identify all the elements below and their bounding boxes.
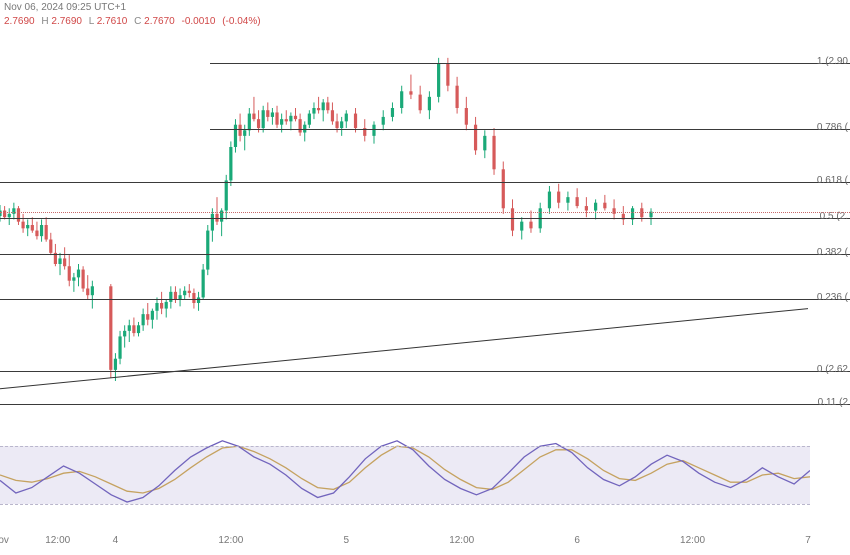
fib-label: 0.618 (: [817, 175, 848, 186]
fib-label: 0.382 (: [817, 247, 848, 258]
oscillator-upper-dash: [0, 446, 810, 447]
fib-level: 0 (2.62: [0, 371, 850, 372]
current-price-line: [0, 212, 850, 213]
x-tick: 12:00: [449, 535, 474, 546]
x-tick: 12:00: [45, 535, 70, 546]
fib-level: 0.236 (: [0, 299, 850, 300]
x-axis: Nov 12:00 4 12:00 5 12:00 6 12:00 7: [0, 535, 850, 549]
fib-label: 0.236 (: [817, 292, 848, 303]
oscillator-panel: [0, 430, 810, 520]
fib-label: 0 (2.62: [817, 364, 848, 375]
fib-level: 0.382 (: [0, 254, 850, 255]
x-tick: 12:00: [218, 535, 243, 546]
fib-line: [0, 404, 850, 405]
fib-line: [210, 129, 850, 130]
fib-line: [0, 299, 850, 300]
x-tick: 12:00: [680, 535, 705, 546]
fib-level: 1 (2.90: [0, 63, 850, 64]
fib-label: 0.786 (: [817, 122, 848, 133]
fib-line: [0, 371, 850, 372]
fib-line: [0, 254, 850, 255]
fib-level: 0.11 (2: [0, 404, 850, 405]
oscillator-lower-dash: [0, 504, 810, 505]
fib-line: [0, 182, 850, 183]
fib-level: 0.618 (: [0, 182, 850, 183]
fib-level: 0.5 (2.: [0, 218, 850, 219]
x-tick: 7: [805, 535, 811, 546]
x-tick: Nov: [0, 535, 9, 546]
fib-label: 0.11 (2: [818, 397, 848, 408]
x-tick: 5: [344, 535, 350, 546]
fib-label: 1 (2.90: [817, 56, 848, 67]
fib-line: [210, 63, 850, 64]
fib-level: 0.786 (: [0, 129, 850, 130]
oscillator-band: [0, 446, 810, 504]
fib-line: [0, 218, 850, 219]
x-tick: 4: [113, 535, 119, 546]
x-tick: 6: [574, 535, 580, 546]
